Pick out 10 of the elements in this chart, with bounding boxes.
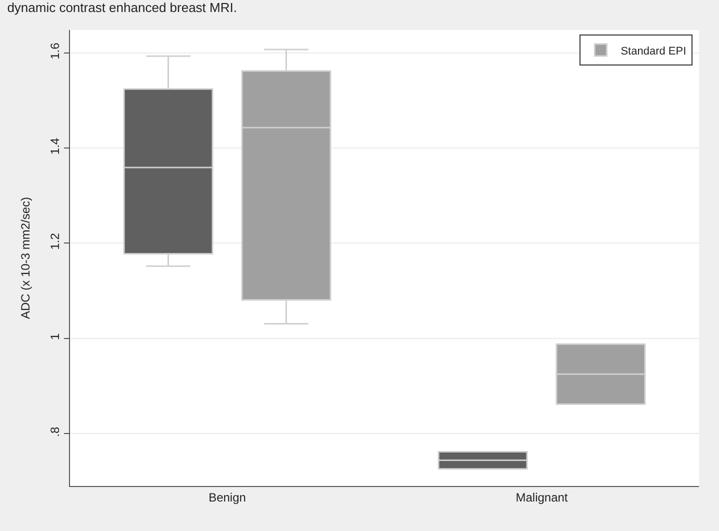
y-tick-label: 1.6 [48, 42, 62, 60]
y-tick-label: .8 [48, 426, 62, 437]
x-tick-label: Benign [208, 490, 246, 504]
legend-label: Standard EPI [620, 45, 686, 58]
y-tick-label: 1.4 [48, 138, 62, 155]
chart-title: dynamic contrast enhanced breast MRI. [7, 0, 237, 15]
y-tick-label: 1 [48, 332, 62, 340]
y-tick-label: 1.2 [48, 232, 62, 250]
x-tick-label: Malignant [516, 490, 568, 504]
y-axis-title: ADC (x 10-3 mm2/sec) [18, 196, 32, 320]
